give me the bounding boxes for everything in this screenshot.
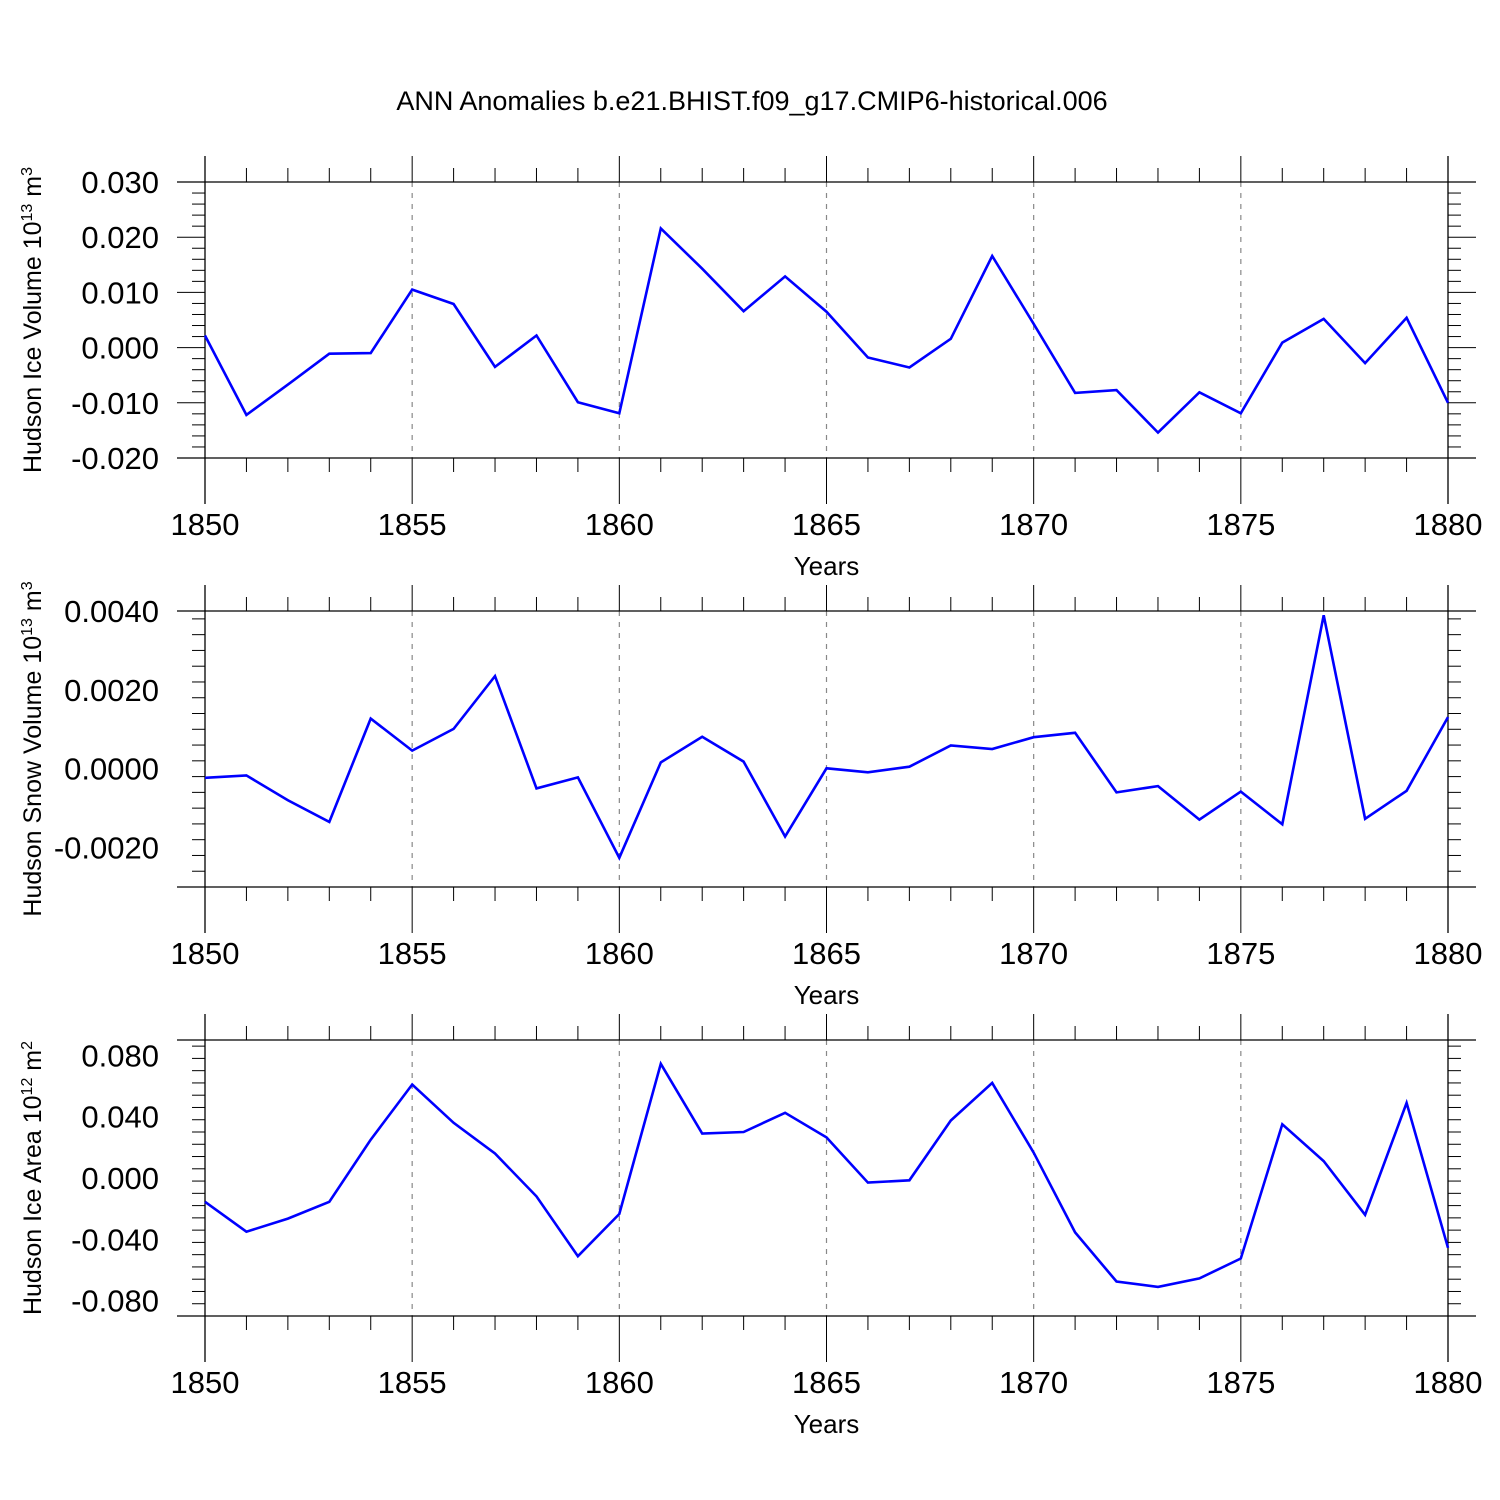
x-tick-label: 1865 (792, 507, 861, 542)
y-tick-label: 0.000 (81, 331, 159, 366)
y-axis-label: Hudson Ice Area 1012 m2 (19, 1041, 47, 1315)
y-tick-label: 0.040 (81, 1100, 159, 1135)
y-tick-label: 0.0020 (64, 673, 159, 708)
y-tick-label: -0.0020 (54, 831, 159, 866)
y-tick-label: 0.0000 (64, 752, 159, 787)
x-tick-label: 1870 (999, 507, 1068, 542)
y-tick-label: -0.040 (71, 1222, 159, 1257)
x-tick-label: 1860 (585, 1365, 654, 1400)
x-tick-label: 1860 (585, 507, 654, 542)
x-tick-label: 1880 (1414, 1365, 1483, 1400)
y-tick-label: 0.020 (81, 220, 159, 255)
y-tick-label: 0.000 (81, 1161, 159, 1196)
y-tick-label: -0.020 (71, 441, 159, 476)
x-axis-label: Years (794, 1409, 860, 1439)
x-tick-label: 1850 (171, 507, 240, 542)
figure-title: ANN Anomalies b.e21.BHIST.f09_g17.CMIP6-… (396, 86, 1107, 116)
panel-3: -0.080 -0.040 0.000 0.040 0.080 1850 1855 1860 1… (19, 1014, 1482, 1439)
y-tick-label: 0.010 (81, 275, 159, 310)
x-tick-label: 1875 (1206, 1365, 1275, 1400)
y-tick-label: 0.030 (81, 165, 159, 200)
x-axis-label: Years (794, 980, 860, 1010)
y-axis-label: Hudson Ice Volume 1013 m3 (19, 167, 47, 473)
series-line (204, 1060, 1450, 1289)
x-tick-label: 1865 (792, 1365, 861, 1400)
y-tick-label: 0.080 (81, 1038, 159, 1073)
x-tick-label: 1865 (792, 936, 861, 971)
panel-1: -0.020 -0.010 0.000 0.010 0.020 0.030 1850 1855… (19, 156, 1482, 581)
x-tick-label: 1850 (171, 1365, 240, 1400)
x-tick-label: 1855 (378, 507, 447, 542)
x-tick-label: 1880 (1414, 507, 1483, 542)
y-tick-label: 0.0040 (64, 594, 159, 629)
x-tick-label: 1855 (378, 1365, 447, 1400)
x-tick-label: 1875 (1206, 507, 1275, 542)
x-tick-label: 1850 (171, 936, 240, 971)
x-tick-label: 1860 (585, 936, 654, 971)
x-tick-label: 1870 (999, 1365, 1068, 1400)
panel-2: -0.0020 0.0000 0.0020 0.0040 1850 1855 1860 186… (19, 581, 1482, 1010)
x-tick-label: 1875 (1206, 936, 1275, 971)
x-axis-label: Years (794, 551, 860, 581)
y-tick-label: -0.010 (71, 386, 159, 421)
y-axis-label: Hudson Snow Volume 1013 m3 (19, 581, 47, 916)
x-tick-label: 1880 (1414, 936, 1483, 971)
x-tick-label: 1855 (378, 936, 447, 971)
y-tick-label: -0.080 (71, 1284, 159, 1319)
series-line (203, 225, 1450, 435)
chart-panels: -0.020 -0.010 0.000 0.010 0.020 0.030 1850 1855… (19, 156, 1482, 1439)
series-line (204, 615, 1450, 861)
x-tick-label: 1870 (999, 936, 1068, 971)
